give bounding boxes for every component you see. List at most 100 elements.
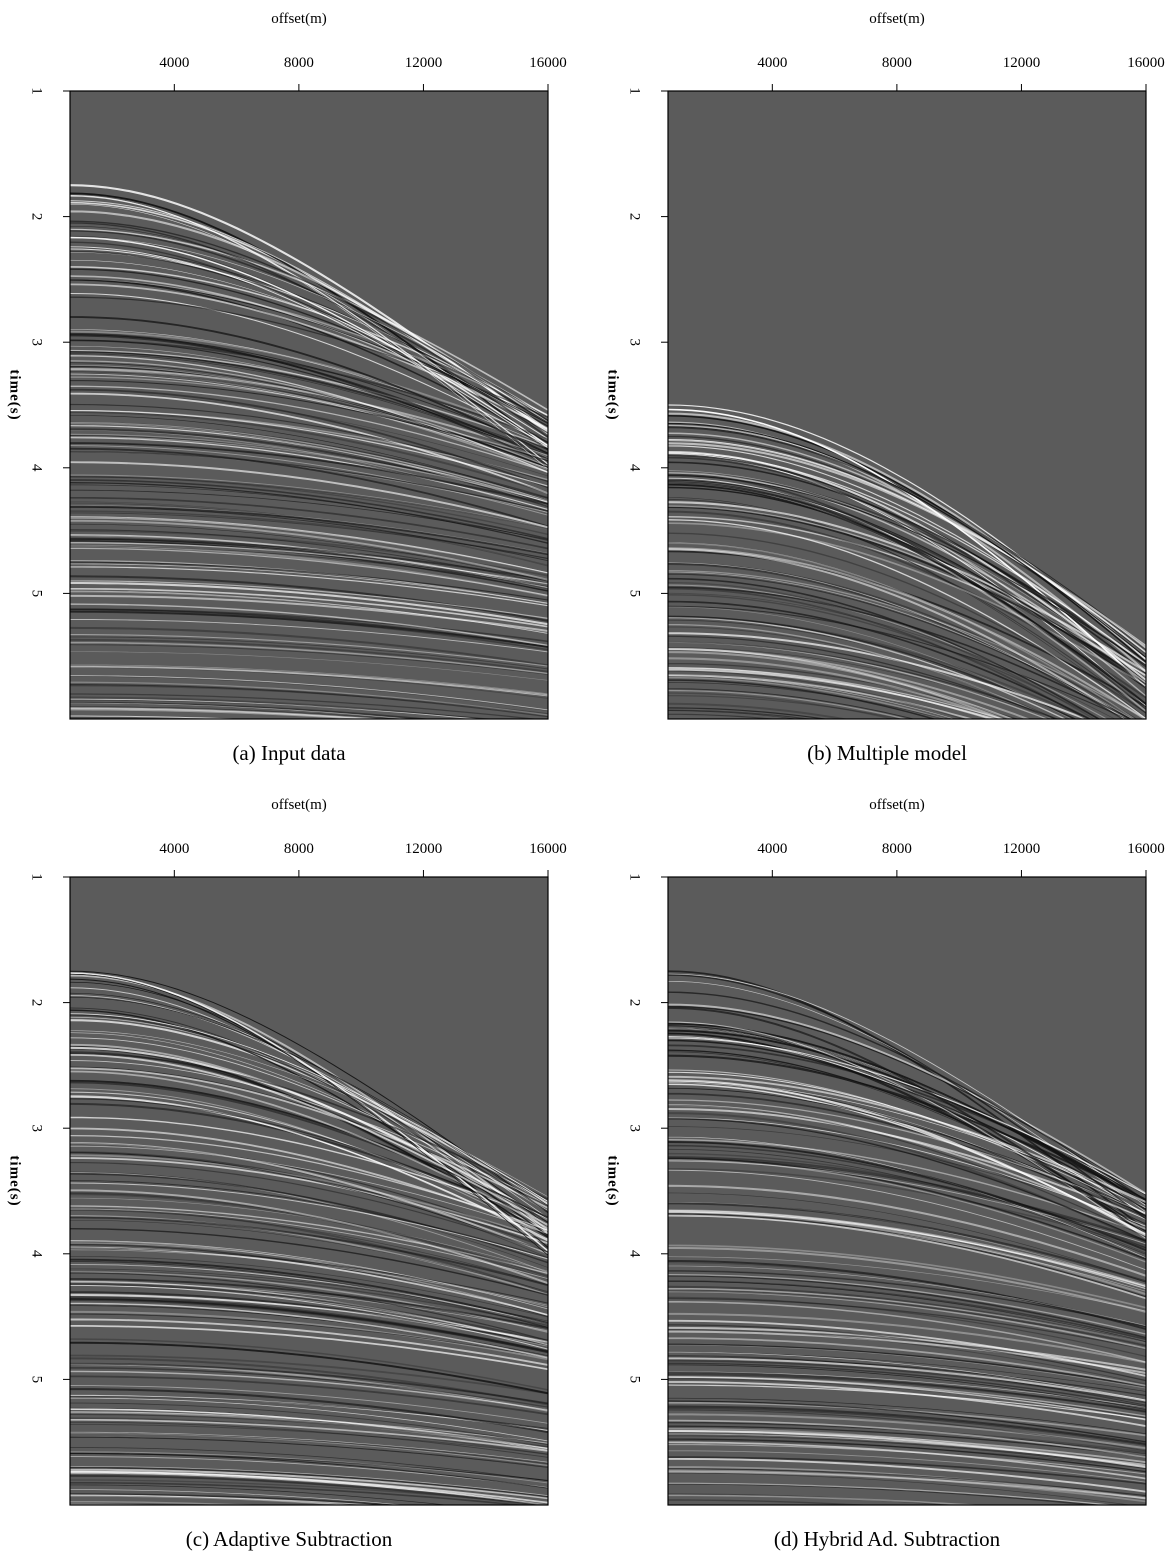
reflection <box>668 582 1096 719</box>
reflection <box>70 693 541 719</box>
y-tick-label: 3 <box>627 1124 643 1132</box>
reflection <box>70 351 548 456</box>
reflection <box>70 1264 548 1328</box>
reflection <box>668 522 1146 687</box>
reflection <box>70 484 548 541</box>
reflection <box>668 1039 1146 1211</box>
reflection <box>70 445 548 516</box>
reflection <box>70 1402 548 1446</box>
reflection <box>70 1060 548 1206</box>
reflection <box>70 247 548 423</box>
reflection <box>668 505 1146 682</box>
reflection <box>668 1262 1146 1328</box>
seismic-texture <box>70 970 548 1505</box>
reflection <box>668 1118 1146 1242</box>
reflection <box>668 1419 1146 1458</box>
reflection <box>70 1270 548 1327</box>
reflection <box>70 222 548 438</box>
reflection <box>668 1274 1146 1339</box>
reflection <box>70 1451 548 1484</box>
reflection <box>70 1357 548 1406</box>
reflection <box>668 1148 1146 1255</box>
reflection <box>668 586 1132 719</box>
reflection <box>70 1479 548 1505</box>
reflection <box>668 1159 1146 1263</box>
reflection <box>70 425 548 503</box>
reflection <box>70 475 548 530</box>
reflection <box>70 665 548 696</box>
y-tick-label: 4 <box>627 1250 643 1258</box>
reflection <box>668 573 1133 719</box>
reflection <box>70 1182 548 1260</box>
reflection <box>668 542 1136 719</box>
reflection <box>70 1205 548 1275</box>
reflection <box>70 1227 548 1296</box>
reflection <box>668 626 1058 719</box>
reflection <box>668 674 974 719</box>
reflection <box>70 545 548 588</box>
reflection <box>668 563 1125 719</box>
plot-frame <box>69 90 549 720</box>
reflection <box>70 1418 548 1452</box>
reflection <box>70 368 548 457</box>
reflection <box>70 236 548 447</box>
reflection <box>70 1313 548 1358</box>
reflection <box>70 517 548 574</box>
reflection <box>70 701 433 719</box>
reflection <box>70 195 548 465</box>
reflection <box>668 651 1015 719</box>
reflection <box>668 1422 1146 1455</box>
y-tick-label: 2 <box>29 213 45 221</box>
y-tick-label: 4 <box>627 464 643 472</box>
reflection <box>668 505 1146 677</box>
reflection <box>70 250 548 434</box>
reflection <box>668 1371 1146 1413</box>
reflection <box>668 1493 961 1505</box>
reflection <box>70 476 548 536</box>
reflection <box>70 581 548 626</box>
reflection <box>668 667 1005 719</box>
y-axis-label: time(s) <box>7 1155 23 1206</box>
reflection <box>668 1343 1146 1388</box>
reflection <box>668 587 1089 719</box>
reflection <box>70 1240 548 1310</box>
reflection <box>668 681 946 719</box>
reflection <box>668 1312 1146 1364</box>
reflection <box>70 1260 548 1328</box>
reflection <box>70 981 548 1226</box>
reflection <box>668 1430 1146 1469</box>
reflection <box>668 1441 1146 1480</box>
reflection <box>668 1482 1116 1505</box>
reflection <box>70 619 548 653</box>
reflection <box>70 1070 548 1230</box>
reflection <box>70 1052 548 1201</box>
reflection <box>70 681 548 716</box>
reflection <box>70 1466 548 1498</box>
reflection <box>70 1385 548 1424</box>
reflection <box>70 1423 548 1455</box>
reflection <box>70 1466 548 1497</box>
reflection <box>668 710 799 719</box>
reflection <box>70 447 548 528</box>
reflection <box>70 1219 548 1292</box>
reflection <box>70 563 548 604</box>
reflection <box>70 1367 548 1408</box>
reflection <box>70 1193 548 1280</box>
reflection <box>668 1075 1146 1204</box>
reflection <box>668 707 830 719</box>
seismic-texture <box>70 184 548 719</box>
reflection <box>668 641 1060 719</box>
reflection <box>70 1413 548 1448</box>
reflection <box>70 512 548 559</box>
reflection <box>668 1301 1146 1363</box>
reflection <box>668 1456 1146 1485</box>
reflection <box>70 1501 264 1505</box>
reflection <box>70 698 482 719</box>
reflection <box>668 635 1057 719</box>
reflection <box>70 684 548 718</box>
x-tick-label: 4000 <box>159 841 189 857</box>
reflection <box>70 1272 548 1341</box>
reflection <box>668 481 1146 705</box>
reflection <box>668 1439 1146 1470</box>
x-tick-label: 8000 <box>882 55 912 71</box>
